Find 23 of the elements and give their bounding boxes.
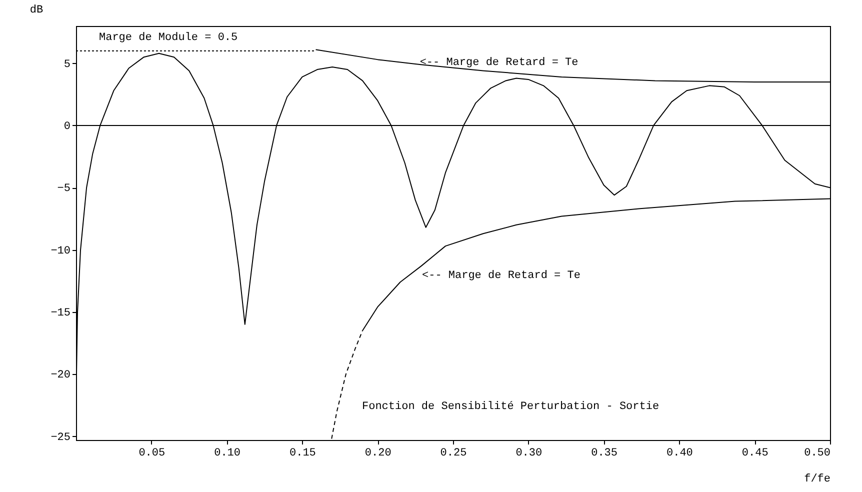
annotation: Marge de Module = 0.5 (99, 32, 238, 44)
x-tick-label: 0.35 (591, 448, 618, 460)
y-tick-label: 5 (64, 58, 70, 71)
x-tick-label: 0.45 (742, 448, 768, 460)
y-tick-label: −20 (50, 370, 70, 382)
x-tick-label: 0.15 (289, 448, 316, 460)
x-tick-label: 0.30 (516, 448, 542, 460)
y-tick-label: −15 (50, 307, 70, 320)
x-axis-title: f/fe (804, 474, 830, 486)
annotation: <-- Marge de Retard = Te (420, 57, 578, 70)
annotation: <-- Marge de Retard = Te (422, 270, 580, 282)
y-tick-label: −5 (57, 183, 70, 196)
x-tick-label: 0.50 (804, 448, 830, 460)
y-axis-title: dB (30, 4, 44, 16)
y-tick-label: 0 (64, 120, 70, 133)
x-tick-label: 0.05 (138, 448, 166, 460)
annotation: Fonction de Sensibilité Perturbation - Sortie (362, 401, 660, 413)
y-tick-label: −25 (50, 432, 70, 444)
y-tick-label: −10 (50, 245, 70, 258)
x-tick-label: 0.40 (666, 448, 693, 460)
x-tick-label: 0.25 (440, 448, 467, 460)
x-tick-label: 0.10 (214, 448, 241, 460)
x-tick-label: 0.20 (364, 448, 392, 460)
